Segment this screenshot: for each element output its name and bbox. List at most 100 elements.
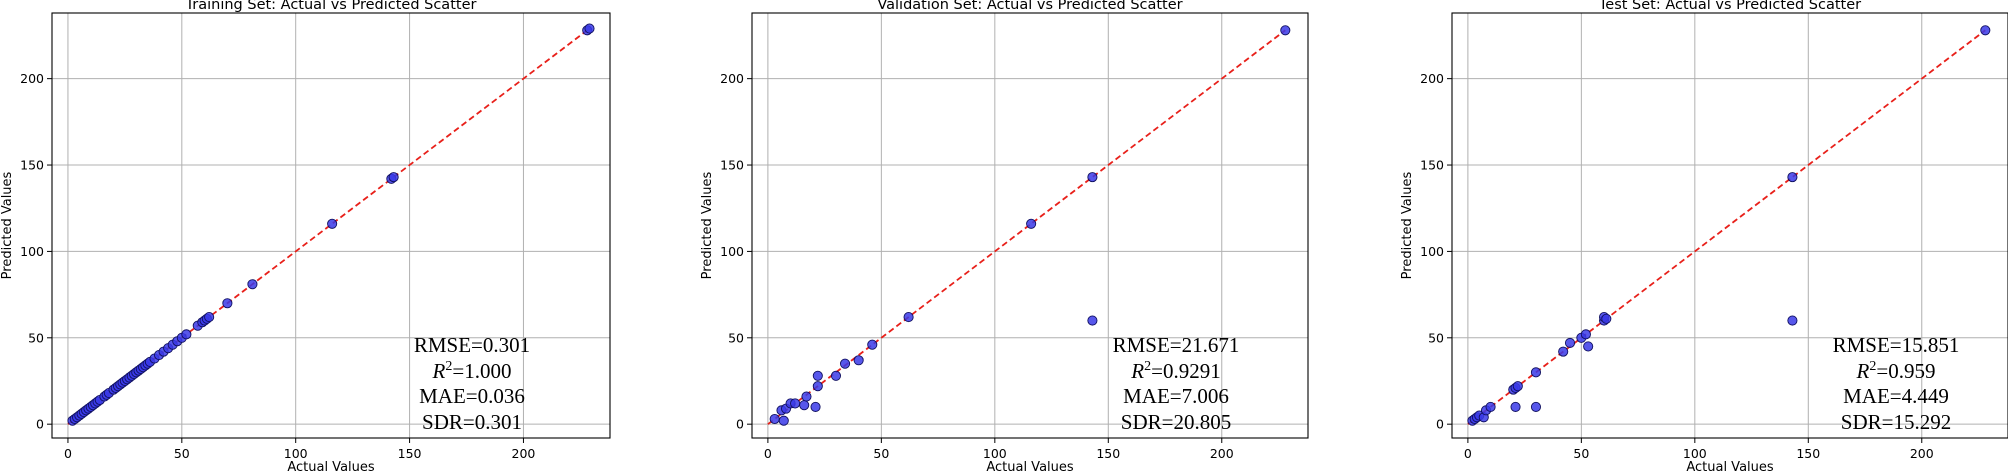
x-tick-label: 200 — [1910, 446, 1934, 461]
scatter-point — [1512, 381, 1523, 392]
r2-value: =0.9291 — [1151, 359, 1221, 383]
sdr-annotation: SDR=0.301 — [422, 410, 522, 434]
scatter-point — [327, 218, 338, 229]
y-tick-label: 100 — [1420, 244, 1444, 259]
r2-value: =0.959 — [1876, 359, 1935, 383]
scatter-point — [903, 312, 914, 323]
x-tick-label: 0 — [1464, 446, 1472, 461]
x-axis-label: Actual Values — [986, 460, 1074, 473]
scatter-point — [853, 355, 864, 366]
scatter-point — [1787, 315, 1798, 326]
scatter-point — [812, 370, 823, 381]
r2-value: =1.000 — [452, 359, 511, 383]
scatter-point — [1558, 346, 1569, 357]
rmse-annotation: RMSE=0.301 — [414, 333, 530, 357]
y-tick-label: 50 — [1428, 330, 1444, 345]
y-tick-label: 0 — [36, 417, 44, 432]
r2-superscript: 2 — [445, 359, 452, 374]
scatter-point — [810, 401, 821, 412]
x-tick-label: 50 — [174, 446, 190, 461]
y-tick-label: 200 — [20, 71, 44, 86]
r2-symbol: R — [432, 359, 446, 383]
scatter-point — [799, 400, 810, 411]
chart-panel-3: 0 50 100 150 200 0 50 100 150 200 Test Set: Actual… — [1400, 0, 2008, 473]
scatter-point — [1280, 25, 1291, 36]
r2-symbol: R — [1856, 359, 1870, 383]
mae-annotation: MAE=0.036 — [419, 384, 525, 408]
scatter-point — [1087, 315, 1098, 326]
scatter-point — [181, 329, 192, 340]
scatter-point — [790, 398, 801, 409]
scatter-point — [1787, 172, 1798, 183]
x-tick-label: 0 — [64, 446, 72, 461]
scatter-point — [801, 391, 812, 402]
scatter-point — [1564, 337, 1576, 349]
r2-superscript: 2 — [1869, 359, 1876, 374]
scatter-point — [388, 172, 399, 183]
y-tick-label: 200 — [720, 71, 744, 86]
mae-annotation: MAE=7.006 — [1123, 384, 1229, 408]
x-tick-label: 0 — [764, 446, 772, 461]
x-tick-label: 200 — [512, 446, 536, 461]
scatter-point — [584, 23, 595, 34]
y-tick-label: 0 — [1436, 417, 1444, 432]
scatter-point — [1601, 313, 1612, 324]
scatter-point — [1087, 172, 1098, 183]
y-axis-label: Predicted Values — [1400, 171, 1415, 279]
sdr-annotation: SDR=15.292 — [1841, 410, 1951, 434]
y-tick-label: 150 — [20, 158, 44, 173]
scatter-point — [1485, 401, 1496, 412]
y-tick-label: 50 — [28, 330, 44, 345]
scatter-point — [204, 312, 215, 323]
x-tick-label: 100 — [983, 446, 1007, 461]
scatter-point — [247, 279, 258, 290]
x-tick-label: 50 — [873, 446, 889, 461]
y-tick-label: 0 — [736, 417, 744, 432]
scatter-point — [830, 370, 842, 381]
scatter-point — [1530, 401, 1542, 412]
chart-panel-1: 0 50 100 150 200 0 50 100 150 200 Training Set: Ac… — [0, 0, 611, 473]
scatter-point — [778, 415, 789, 426]
scatter-point — [812, 381, 823, 392]
x-axis-label: Actual Values — [287, 460, 375, 473]
scatter-point — [222, 298, 233, 309]
scatter-point — [1026, 218, 1037, 229]
r2-annotation: R2=0.9291 — [1130, 359, 1220, 383]
scatter-point — [1530, 367, 1542, 378]
scatter-point — [769, 413, 780, 425]
chart-title: Test Set: Actual vs Predicted Scatter — [1598, 0, 1861, 13]
mae-annotation: MAE=4.449 — [1843, 384, 1949, 408]
y-tick-label: 100 — [720, 244, 744, 259]
y-tick-label: 100 — [20, 244, 44, 259]
r2-annotation: R2=0.959 — [1856, 359, 1936, 383]
y-tick-label: 150 — [720, 158, 744, 173]
rmse-annotation: RMSE=15.851 — [1833, 333, 1960, 357]
x-tick-label: 150 — [1796, 446, 1820, 461]
axes-frame — [51, 12, 611, 439]
y-axis-label: Predicted Values — [700, 171, 715, 279]
r2-symbol: R — [1130, 359, 1144, 383]
axes-frame — [1451, 12, 2008, 439]
scatter-point — [839, 358, 851, 369]
r2-annotation: R2=1.000 — [432, 359, 512, 383]
chart-panel-2: 0 50 100 150 200 0 50 100 150 200 Validation Set: … — [700, 0, 1309, 473]
x-tick-label: 100 — [284, 446, 308, 461]
x-tick-label: 50 — [1573, 446, 1589, 461]
scatter-point — [1583, 341, 1594, 352]
y-tick-label: 150 — [1420, 158, 1444, 173]
axes-frame — [751, 12, 1309, 439]
identity-reference-line — [1467, 29, 1986, 425]
chart-title: Validation Set: Actual vs Predicted Scat… — [877, 0, 1182, 13]
x-tick-label: 150 — [398, 446, 422, 461]
x-tick-label: 150 — [1096, 446, 1120, 461]
r2-superscript: 2 — [1144, 359, 1151, 374]
scatter-point — [1580, 329, 1591, 340]
x-axis-label: Actual Values — [1686, 460, 1774, 473]
rmse-annotation: RMSE=21.671 — [1113, 333, 1240, 357]
y-tick-label: 200 — [1420, 71, 1444, 86]
scatter-point — [1510, 401, 1521, 412]
x-tick-label: 100 — [1683, 446, 1707, 461]
scatter-point — [1980, 25, 1991, 36]
chart-title: Training Set: Actual vs Predicted Scatte… — [185, 0, 477, 13]
